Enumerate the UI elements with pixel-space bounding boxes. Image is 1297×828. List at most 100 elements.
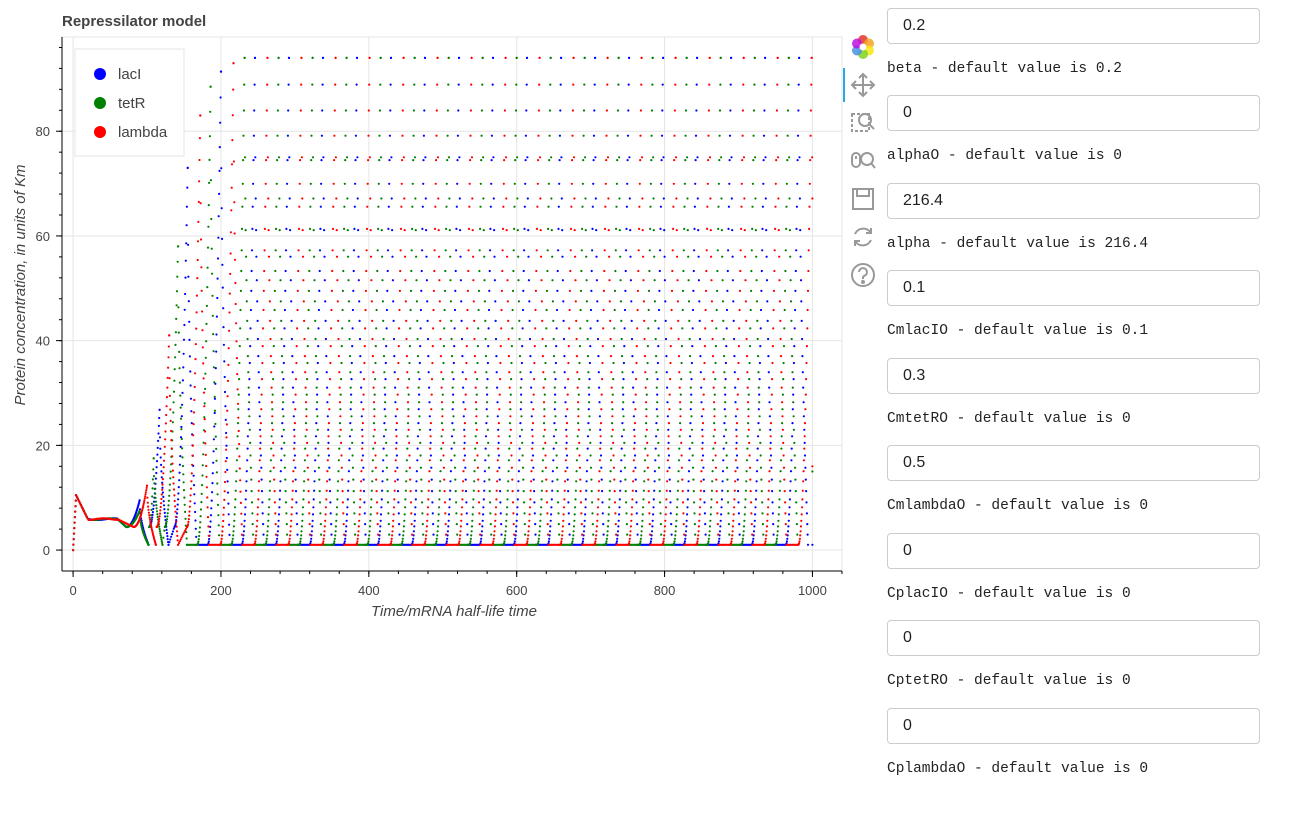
point-tetr — [412, 134, 415, 137]
point-laci — [591, 249, 594, 252]
point-tetr — [554, 428, 558, 431]
point-tetr — [521, 441, 524, 444]
point-laci — [287, 56, 291, 60]
point-laci — [487, 327, 490, 330]
point-lambda — [501, 227, 505, 230]
point-lambda — [713, 415, 716, 418]
point-laci — [452, 361, 455, 365]
point-laci — [800, 319, 803, 322]
point-lambda — [495, 489, 498, 492]
pan-icon[interactable] — [845, 68, 881, 102]
point-tetr — [607, 513, 610, 516]
beta-input[interactable]: 0.2 — [887, 8, 1260, 44]
point-laci — [667, 441, 670, 444]
point-lambda — [407, 428, 410, 431]
point-tetr — [788, 197, 791, 200]
point-tetr — [484, 337, 487, 341]
point-tetr — [571, 542, 574, 545]
point-laci — [585, 489, 588, 492]
legend[interactable]: lacI tetR lambda — [74, 48, 185, 157]
point-lambda — [72, 538, 75, 541]
point-tetr — [210, 217, 213, 221]
point-lambda — [428, 459, 431, 462]
point-tetr — [277, 83, 280, 86]
point-tetr — [585, 300, 589, 303]
cmlaci0-input[interactable]: 0.1 — [887, 270, 1260, 306]
point-laci — [493, 279, 496, 282]
point-tetr — [749, 308, 752, 312]
point-laci — [293, 441, 296, 444]
legend-label-tetr[interactable]: tetR — [118, 95, 146, 112]
point-tetr — [551, 300, 555, 303]
point-laci — [347, 470, 350, 473]
box-zoom-icon[interactable] — [845, 106, 881, 140]
point-laci — [213, 425, 216, 428]
alpha0-input[interactable]: 0 — [887, 95, 1260, 131]
bokeh-logo-icon[interactable] — [845, 30, 881, 64]
point-lambda — [170, 447, 173, 450]
point-tetr — [421, 501, 424, 504]
cmtetr0-input[interactable]: 0.3 — [887, 358, 1260, 394]
point-tetr — [540, 498, 543, 501]
point-laci — [461, 371, 464, 374]
legend-label-laci[interactable]: lacI — [118, 66, 141, 83]
cptetr0-input[interactable]: 0 — [887, 620, 1260, 656]
point-tetr — [760, 490, 763, 493]
point-tetr — [469, 540, 472, 543]
point-lambda — [544, 466, 548, 469]
cplaci0-input[interactable]: 0 — [887, 533, 1260, 569]
point-tetr — [417, 386, 420, 389]
save-icon[interactable] — [845, 182, 881, 216]
reset-icon[interactable] — [845, 220, 881, 254]
point-laci — [415, 470, 418, 473]
point-tetr — [673, 540, 676, 543]
point-lambda — [798, 537, 802, 540]
point-laci — [757, 408, 760, 411]
x-tick-label: 400 — [358, 583, 380, 598]
point-tetr — [646, 378, 649, 381]
alpha-input[interactable]: 216.4 — [887, 183, 1260, 219]
point-tetr — [762, 533, 765, 536]
point-laci — [596, 300, 599, 303]
point-tetr — [273, 308, 276, 312]
point-tetr — [613, 327, 616, 330]
point-tetr — [279, 300, 282, 303]
point-lambda — [512, 523, 515, 526]
point-laci — [157, 432, 160, 435]
point-lambda — [611, 415, 614, 418]
point-laci — [531, 441, 534, 444]
point-lambda — [574, 300, 577, 303]
point-tetr — [159, 534, 162, 537]
point-laci — [430, 466, 433, 469]
point-tetr — [180, 437, 183, 441]
point-tetr — [319, 512, 322, 515]
point-laci — [522, 289, 525, 292]
point-lambda — [365, 227, 369, 230]
point-tetr — [547, 227, 550, 230]
point-tetr — [379, 156, 383, 159]
point-lambda — [263, 269, 266, 273]
point-lambda — [393, 489, 396, 492]
point-laci — [362, 490, 366, 493]
point-lambda — [733, 489, 736, 492]
point-laci — [630, 319, 633, 322]
point-lambda — [513, 533, 516, 536]
point-laci — [699, 371, 702, 374]
point-tetr — [719, 56, 722, 60]
point-tetr — [152, 468, 155, 471]
point-lambda — [644, 386, 647, 389]
point-laci — [420, 289, 423, 292]
point-tetr — [507, 459, 510, 462]
point-lambda — [363, 345, 366, 348]
point-lambda — [570, 205, 573, 208]
point-lambda — [184, 529, 187, 532]
point-laci — [484, 447, 487, 450]
point-tetr — [313, 279, 316, 282]
point-lambda — [642, 300, 646, 303]
cmlambda0-input[interactable]: 0.5 — [887, 445, 1260, 481]
help-icon[interactable] — [845, 258, 881, 292]
point-tetr — [544, 378, 547, 381]
wheel-zoom-icon[interactable] — [845, 144, 881, 178]
legend-label-lambda[interactable]: lambda — [118, 124, 168, 141]
point-tetr — [691, 441, 694, 444]
